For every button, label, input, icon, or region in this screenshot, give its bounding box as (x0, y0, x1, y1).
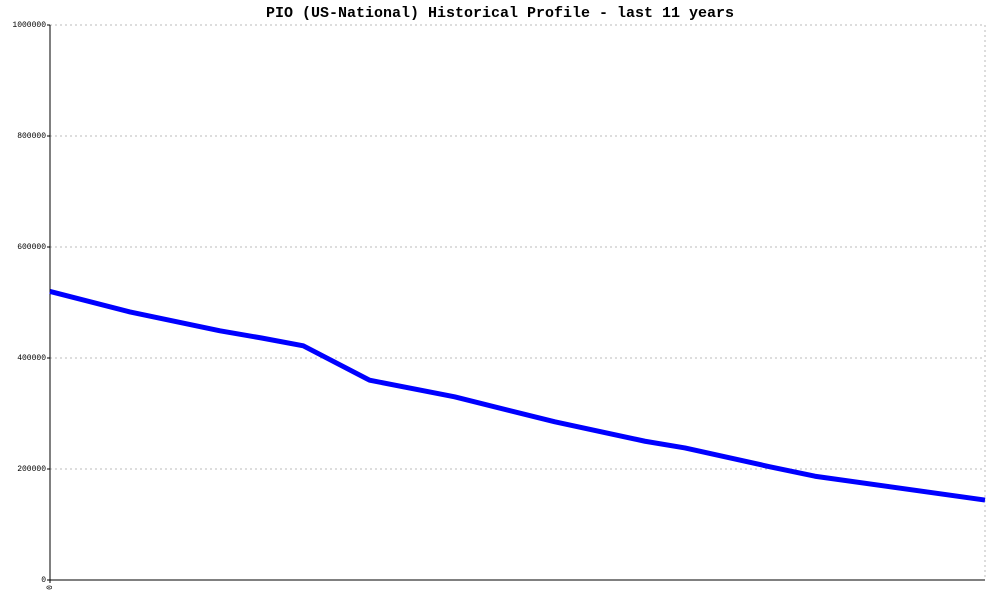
y-tick-label: 800000 (17, 132, 46, 141)
y-tick-label: 600000 (17, 243, 46, 252)
y-tick-label: 0 (41, 576, 46, 585)
y-tick-label: 1000000 (12, 21, 46, 30)
y-tick-label: 200000 (17, 465, 46, 474)
y-tick-label: 400000 (17, 354, 46, 363)
data-line (49, 288, 986, 503)
x-tick-label: 0 (46, 585, 55, 590)
chart-title: PIO (US-National) Historical Profile - l… (266, 5, 734, 22)
